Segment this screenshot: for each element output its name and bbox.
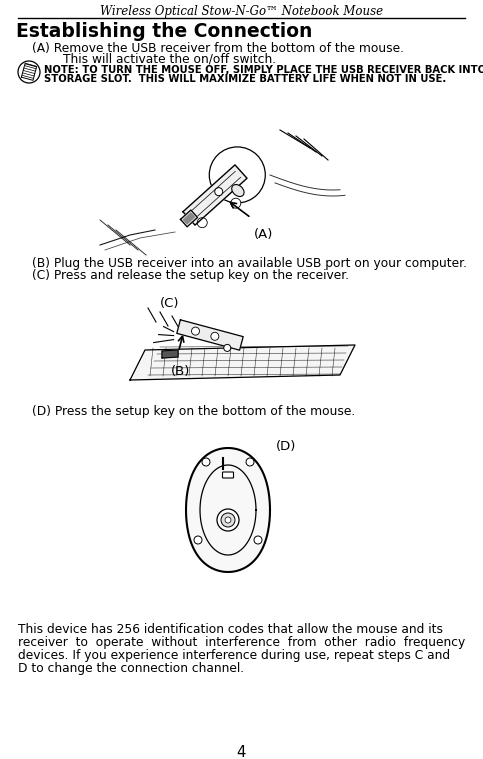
Text: Wireless Optical Stow-N-Go™ Notebook Mouse: Wireless Optical Stow-N-Go™ Notebook Mou… [100,5,383,18]
Circle shape [192,327,199,335]
Polygon shape [130,345,355,380]
Circle shape [217,509,239,531]
Text: (C) Press and release the setup key on the receiver.: (C) Press and release the setup key on t… [32,269,349,282]
Circle shape [194,536,202,544]
Circle shape [215,187,223,196]
Polygon shape [184,213,194,224]
Circle shape [224,345,231,351]
Text: This will activate the on/off switch.: This will activate the on/off switch. [32,53,276,66]
Text: (A) Remove the USB receiver from the bottom of the mouse.: (A) Remove the USB receiver from the bot… [32,42,404,55]
Text: (C): (C) [160,297,180,310]
Text: STORAGE SLOT.  THIS WILL MAXIMIZE BATTERY LIFE WHEN NOT IN USE.: STORAGE SLOT. THIS WILL MAXIMIZE BATTERY… [44,74,446,84]
Polygon shape [181,210,198,227]
Text: (D): (D) [276,440,297,453]
Polygon shape [186,448,270,572]
Circle shape [254,536,262,544]
Circle shape [197,218,207,228]
Text: (B): (B) [171,364,190,377]
Circle shape [231,198,241,208]
Text: devices. If you experience interference during use, repeat steps C and: devices. If you experience interference … [18,649,450,662]
Circle shape [211,332,219,340]
Text: 4: 4 [237,745,246,759]
Text: D to change the connection channel.: D to change the connection channel. [18,662,244,675]
Polygon shape [177,320,243,350]
Ellipse shape [232,184,244,197]
Text: (B) Plug the USB receiver into an available USB port on your computer.: (B) Plug the USB receiver into an availa… [32,257,467,270]
Text: This device has 256 identification codes that allow the mouse and its: This device has 256 identification codes… [18,623,443,636]
Polygon shape [162,350,178,358]
Circle shape [225,517,231,523]
Text: Establishing the Connection: Establishing the Connection [16,22,313,41]
Circle shape [18,61,40,83]
Text: (D) Press the setup key on the bottom of the mouse.: (D) Press the setup key on the bottom of… [32,405,355,418]
Text: (A): (A) [254,228,273,241]
Circle shape [246,458,254,466]
FancyBboxPatch shape [223,472,233,478]
Polygon shape [183,165,247,225]
Text: receiver  to  operate  without  interference  from  other  radio  frequency: receiver to operate without interference… [18,636,465,649]
Circle shape [202,458,210,466]
Text: NOTE: TO TURN THE MOUSE OFF, SIMPLY PLACE THE USB RECEIVER BACK INTO THE: NOTE: TO TURN THE MOUSE OFF, SIMPLY PLAC… [44,65,483,75]
Circle shape [221,513,235,527]
Circle shape [209,147,265,203]
